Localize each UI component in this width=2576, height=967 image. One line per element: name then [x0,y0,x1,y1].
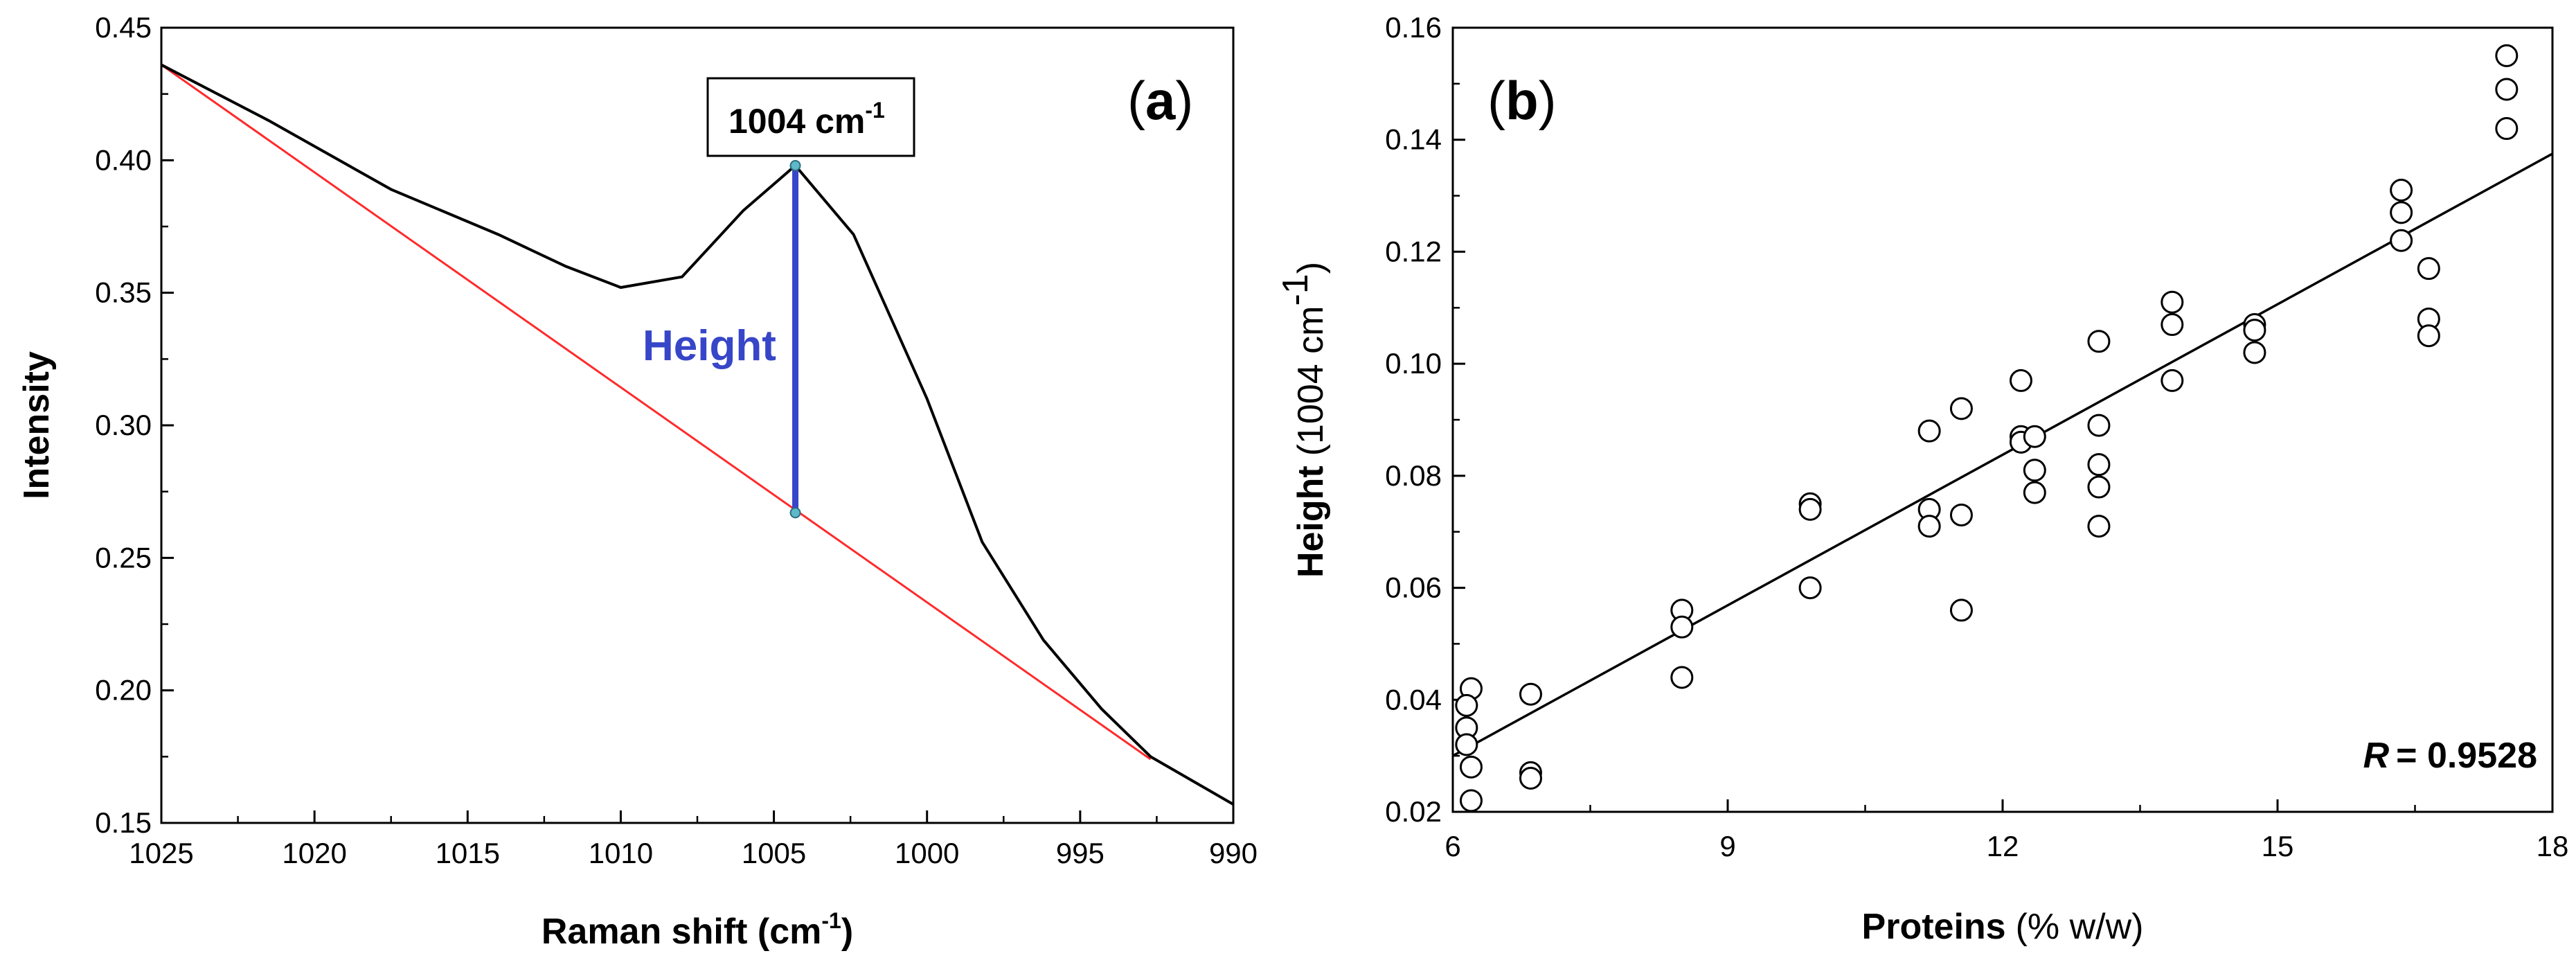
panel-b: 6 9 12 15 18 0.02 0.04 0.06 0.08 0.10 0.12 0.14 0.16… [1276,11,2568,947]
scatter-point [1459,755,1483,779]
scatter-point [1519,682,1542,706]
scatter-point [1949,397,1973,420]
y-tick-label: 0.20 [95,674,152,707]
panel-b-frame [1451,26,2554,813]
y-tick-label: 0.12 [1385,235,1442,267]
y-tick-label: 0.14 [1385,123,1442,156]
scatter-point [1455,693,1478,717]
scatter-point [2087,475,2111,499]
scatter-point [1459,789,1483,813]
y-tick-label: 0.16 [1385,11,1442,44]
scatter-point [2023,459,2046,482]
scatter-point [2087,453,2111,477]
scatter-point [2243,319,2266,342]
y-tick-label: 0.30 [95,409,152,441]
scatter-point [1917,515,1941,538]
scatter-point [2417,324,2440,348]
scatter-point [2495,44,2519,67]
scatter-point [2390,201,2413,224]
panel-b-tick-labels: 6 9 12 15 18 0.02 0.04 0.06 0.08 0.10 0.12 0.14 0.16 [1385,11,2568,862]
x-tick-label: 9 [1719,830,1735,862]
x-tick-label: 18 [2537,830,2569,862]
y-tick-label: 0.10 [1385,347,1442,380]
scatter-point [1670,615,1694,639]
x-tick-label: 995 [1056,837,1104,869]
x-tick-label: 1020 [282,837,346,869]
peak-label-box [706,77,915,157]
scatter-point [2161,313,2184,337]
x-tick-label: 15 [2262,830,2294,862]
y-tick-label: 0.08 [1385,459,1442,492]
panel-a-x-axis-label: Raman shift (cm-1) [542,908,853,952]
scatter-point [2087,414,2111,437]
height-marker-top-point [789,159,801,171]
scatter-point [2023,425,2046,448]
scatter-point [2023,481,2046,504]
x-tick-label: 1025 [129,837,193,869]
scatter-point [1798,576,1822,600]
scatter-point [1949,598,1973,622]
y-tick-label: 0.40 [95,143,152,176]
panel-b-y-axis-label: Height(1004 cm-1) [1276,262,1331,578]
y-tick-label: 0.15 [95,806,152,839]
scatter-point [2161,290,2184,314]
y-tick-label: 0.06 [1385,571,1442,604]
panel-b-x-axis-label: Proteins (% w/w) [1862,907,2144,947]
y-tick-label: 0.02 [1385,795,1442,828]
scatter-point [2390,229,2413,252]
panel-a-tick-labels: 1025 1020 1015 1010 1005 1000 995 990 0.15 0.20 0.… [95,11,1258,869]
scatter-point [2087,330,2111,353]
scatter-point [2390,178,2413,202]
scatter-point [1917,419,1941,443]
scatter-point [1519,766,1542,790]
x-tick-label: 1015 [436,837,500,869]
scatter-point [2087,515,2111,538]
height-label: Height [643,322,776,370]
panel-a-label: (a) [1127,70,1193,131]
scatter-point [2417,257,2440,281]
scatter-point [1949,503,1973,526]
panel-a-y-axis-label: Intensity [17,351,57,499]
baseline-line [161,64,1152,761]
x-tick-label: 1005 [742,837,806,869]
x-tick-label: 1000 [895,837,959,869]
x-tick-label: 990 [1209,837,1258,869]
regression-line [1452,152,2553,757]
correlation-label: R = 0.9528 [2363,736,2537,776]
scatter-point [1455,733,1478,756]
panel-b-label: (b) [1487,70,1557,131]
x-tick-label: 6 [1444,830,1460,862]
scatter-point [2495,78,2519,101]
scatter-point [2495,117,2519,141]
panel-a: 1025 1020 1015 1010 1005 1000 995 990 0.15 0.20 0.… [17,11,1258,952]
panel-b-ticks [1451,26,2554,813]
scatter-points [1455,44,2519,813]
scatter-point [2161,369,2184,392]
scatter-point [1670,666,1694,689]
y-tick-label: 0.25 [95,541,152,574]
scatter-point [2009,369,2032,392]
spectrum-line [161,63,1234,806]
y-tick-label: 0.45 [95,11,152,44]
height-marker-bottom-point [789,507,801,519]
panel-a-ticks [160,26,1235,824]
y-tick-label: 0.35 [95,276,152,309]
scatter-point [1798,497,1822,521]
scatter-point [2243,341,2266,364]
x-tick-label: 1010 [589,837,653,869]
x-tick-label: 12 [1987,830,2019,862]
peak-label: 1004 cm-1 [728,98,885,141]
y-tick-label: 0.04 [1385,683,1442,716]
